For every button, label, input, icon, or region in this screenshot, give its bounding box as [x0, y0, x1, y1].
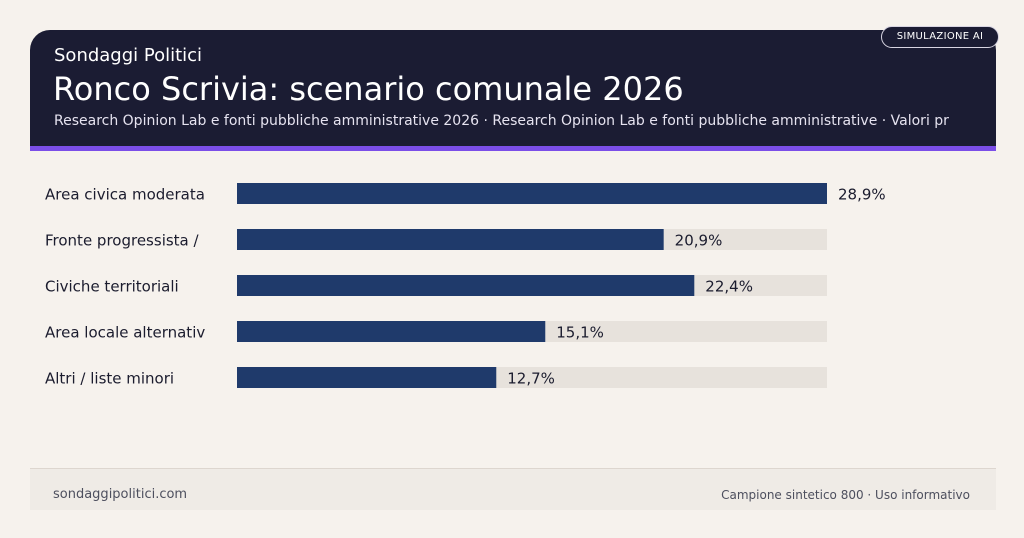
value-label: 20,9%: [675, 232, 723, 250]
simulation-badge: SIMULAZIONE AI: [881, 26, 999, 48]
bar: [237, 183, 827, 204]
category-label: Fronte progressista /: [45, 232, 200, 250]
footer-note: Campione sintetico 800 · Uso informativo: [721, 488, 970, 502]
category-label: Civiche territoriali: [45, 278, 179, 296]
header-kicker: Sondaggi Politici: [54, 45, 203, 66]
category-label: Area locale alternativ: [45, 324, 205, 342]
value-label: 12,7%: [507, 370, 555, 388]
category-label: Area civica moderata: [45, 186, 205, 204]
bar: [237, 229, 664, 250]
bar: [237, 367, 497, 388]
category-label: Altri / liste minori: [45, 370, 174, 388]
bar-chart: Area civica moderata 28,9% Fronte progress…: [45, 183, 886, 388]
value-label: 28,9%: [838, 186, 886, 204]
value-label: 22,4%: [705, 278, 753, 296]
page-title: Ronco Scrivia: scenario comunale 2026: [53, 70, 684, 108]
header-accent-line: [30, 146, 996, 151]
header-subtitle: Research Opinion Lab e fonti pubbliche a…: [54, 113, 949, 129]
footer: sondaggipolitici.com Campione sintetico …: [30, 468, 996, 510]
header-banner: Sondaggi Politici Ronco Scrivia: scenari…: [30, 30, 996, 146]
value-label: 15,1%: [556, 324, 604, 342]
bar: [237, 321, 546, 342]
footer-site-link[interactable]: sondaggipolitici.com: [53, 487, 188, 502]
bar: [237, 275, 695, 296]
